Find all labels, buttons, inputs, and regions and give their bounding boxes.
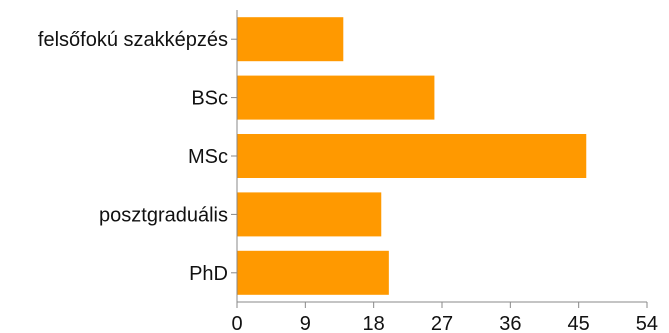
bar-3 <box>237 192 382 237</box>
axes-group <box>231 10 648 308</box>
bar-2 <box>237 134 587 178</box>
category-label: posztgraduális <box>99 204 228 226</box>
bar-0 <box>237 17 344 62</box>
tick-labels: 0 9 18 27 36 45 54 <box>231 313 658 333</box>
bars-group <box>237 17 587 295</box>
bar-4 <box>237 250 389 295</box>
category-label: felsőfokú szakképzés <box>38 29 228 51</box>
x-tick-label: 54 <box>636 313 658 333</box>
x-tick-label: 45 <box>568 313 590 333</box>
bar-1 <box>237 75 435 120</box>
category-labels: felsőfokú szakképzés BSc MSc posztgraduális… <box>38 29 228 285</box>
category-label: PhD <box>189 263 228 285</box>
x-tick-label: 18 <box>363 313 385 333</box>
category-label: BSc <box>191 88 228 110</box>
category-label: MSc <box>188 146 228 168</box>
x-tick-label: 27 <box>431 313 453 333</box>
x-tick-label: 0 <box>231 313 242 333</box>
x-tick-label: 36 <box>499 313 521 333</box>
x-tick-label: 9 <box>300 313 311 333</box>
